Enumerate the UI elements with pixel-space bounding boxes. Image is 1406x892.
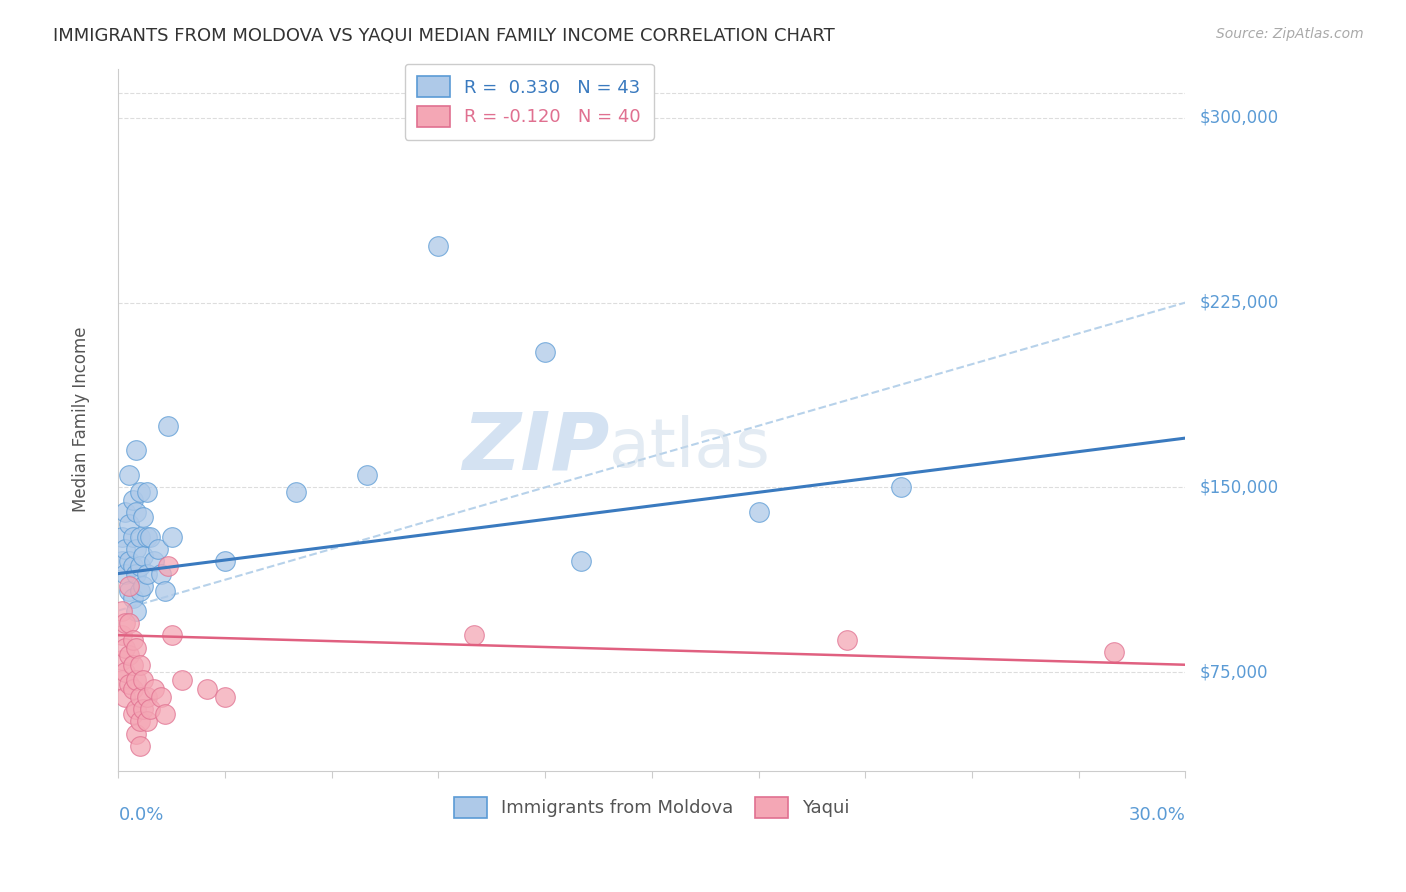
Point [118, 648, 141, 662]
Point [118, 677, 141, 691]
Point [139, 530, 162, 544]
Point [214, 690, 236, 704]
Point [125, 640, 148, 655]
Text: $300,000: $300,000 [1199, 109, 1278, 127]
Legend: Immigrants from Moldova, Yaqui: Immigrants from Moldova, Yaqui [447, 789, 856, 825]
Point [132, 549, 155, 564]
Point [139, 702, 162, 716]
Point [121, 530, 143, 544]
Point [128, 485, 150, 500]
Point [111, 530, 134, 544]
Point [118, 517, 141, 532]
Point [118, 583, 141, 598]
Point [118, 615, 141, 630]
Point [125, 541, 148, 556]
Point [214, 554, 236, 568]
Point [111, 673, 134, 687]
Text: ZIP: ZIP [461, 409, 609, 487]
Point [128, 739, 150, 753]
Point [157, 559, 180, 574]
Point [534, 344, 557, 359]
Point [121, 559, 143, 574]
Point [132, 702, 155, 716]
Point [114, 690, 136, 704]
Point [125, 702, 148, 716]
Point [125, 505, 148, 519]
Point [121, 657, 143, 672]
Point [1102, 645, 1125, 659]
Point [153, 706, 176, 721]
Point [160, 530, 183, 544]
Text: 30.0%: 30.0% [1129, 805, 1185, 824]
Point [111, 554, 134, 568]
Point [748, 505, 770, 519]
Text: $75,000: $75,000 [1199, 663, 1268, 681]
Text: Median Family Income: Median Family Income [72, 326, 90, 512]
Point [118, 579, 141, 593]
Point [121, 633, 143, 648]
Text: $225,000: $225,000 [1199, 293, 1278, 311]
Point [132, 673, 155, 687]
Point [150, 690, 173, 704]
Point [125, 566, 148, 581]
Point [195, 682, 218, 697]
Point [153, 583, 176, 598]
Point [135, 714, 157, 729]
Point [111, 653, 134, 667]
Point [118, 468, 141, 483]
Point [146, 541, 169, 556]
Point [172, 673, 194, 687]
Point [114, 505, 136, 519]
Point [132, 510, 155, 524]
Point [157, 418, 180, 433]
Point [890, 480, 912, 494]
Point [569, 554, 592, 568]
Point [132, 579, 155, 593]
Point [128, 714, 150, 729]
Text: Source: ZipAtlas.com: Source: ZipAtlas.com [1216, 27, 1364, 41]
Text: $150,000: $150,000 [1199, 478, 1278, 496]
Point [135, 485, 157, 500]
Point [114, 640, 136, 655]
Point [125, 603, 148, 617]
Point [356, 468, 378, 483]
Point [121, 591, 143, 606]
Point [114, 615, 136, 630]
Point [150, 566, 173, 581]
Point [121, 492, 143, 507]
Point [125, 443, 148, 458]
Point [463, 628, 485, 642]
Point [114, 541, 136, 556]
Point [135, 690, 157, 704]
Point [121, 682, 143, 697]
Point [128, 530, 150, 544]
Text: atlas: atlas [609, 415, 770, 481]
Point [142, 682, 165, 697]
Point [128, 690, 150, 704]
Point [285, 485, 308, 500]
Point [128, 583, 150, 598]
Point [125, 673, 148, 687]
Point [837, 633, 859, 648]
Point [135, 530, 157, 544]
Point [427, 239, 450, 253]
Point [128, 657, 150, 672]
Point [135, 566, 157, 581]
Point [125, 727, 148, 741]
Point [114, 665, 136, 680]
Point [111, 603, 134, 617]
Point [114, 566, 136, 581]
Point [142, 554, 165, 568]
Point [128, 559, 150, 574]
Text: IMMIGRANTS FROM MOLDOVA VS YAQUI MEDIAN FAMILY INCOME CORRELATION CHART: IMMIGRANTS FROM MOLDOVA VS YAQUI MEDIAN … [53, 27, 835, 45]
Text: 0.0%: 0.0% [118, 805, 163, 824]
Point [118, 554, 141, 568]
Point [160, 628, 183, 642]
Point [121, 706, 143, 721]
Point [111, 628, 134, 642]
